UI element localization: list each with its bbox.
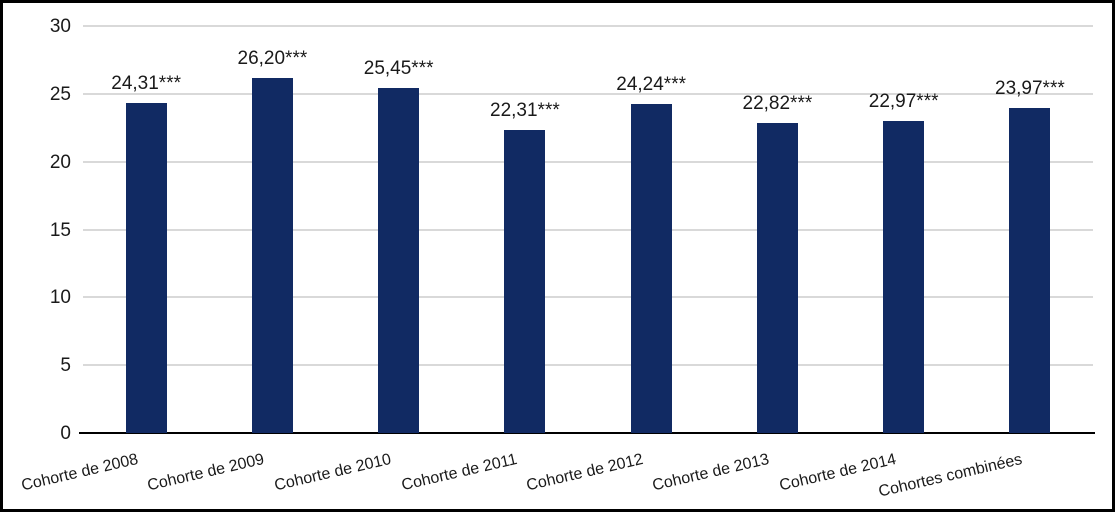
plot-area: 0 5 10 15 20 25 30 24,31*** Cohorte de 2008 26,20…: [3, 3, 1112, 509]
x-axis-line: [79, 432, 1095, 434]
gridline: [83, 25, 1093, 27]
y-axis-tick-label: 10: [49, 287, 71, 309]
bar-value-label: 22,31***: [490, 100, 560, 122]
gridline: [83, 296, 1093, 299]
y-axis-tick-label: 20: [49, 151, 71, 173]
bar: [504, 130, 546, 433]
gridline: [83, 92, 1093, 95]
y-axis-tick-label: 5: [60, 355, 71, 377]
bar: [378, 87, 420, 433]
bar-value-label: 23,97***: [995, 77, 1065, 99]
y-axis-tick-label: 0: [60, 423, 71, 444]
bar-value-label: 26,20***: [237, 47, 308, 69]
bar-value-label: 25,45***: [363, 57, 434, 79]
y-axis-tick-label: 15: [49, 219, 71, 241]
bar: [630, 104, 672, 433]
bar: [251, 77, 293, 433]
bar-value-label: 24,24***: [616, 74, 686, 96]
bar: [125, 103, 167, 433]
bar: [756, 123, 798, 433]
bar-value-label: 22,97***: [868, 91, 939, 113]
bar-value-label: 24,31***: [111, 73, 181, 95]
gridline: [83, 228, 1093, 231]
bar: [883, 121, 925, 433]
gridline: [83, 364, 1093, 367]
y-axis-tick-label: 30: [49, 16, 71, 37]
bar: [1009, 107, 1051, 433]
gridline: [83, 160, 1093, 163]
y-axis-tick-label: 25: [49, 83, 71, 105]
bar-value-label: 22,82***: [742, 93, 813, 115]
